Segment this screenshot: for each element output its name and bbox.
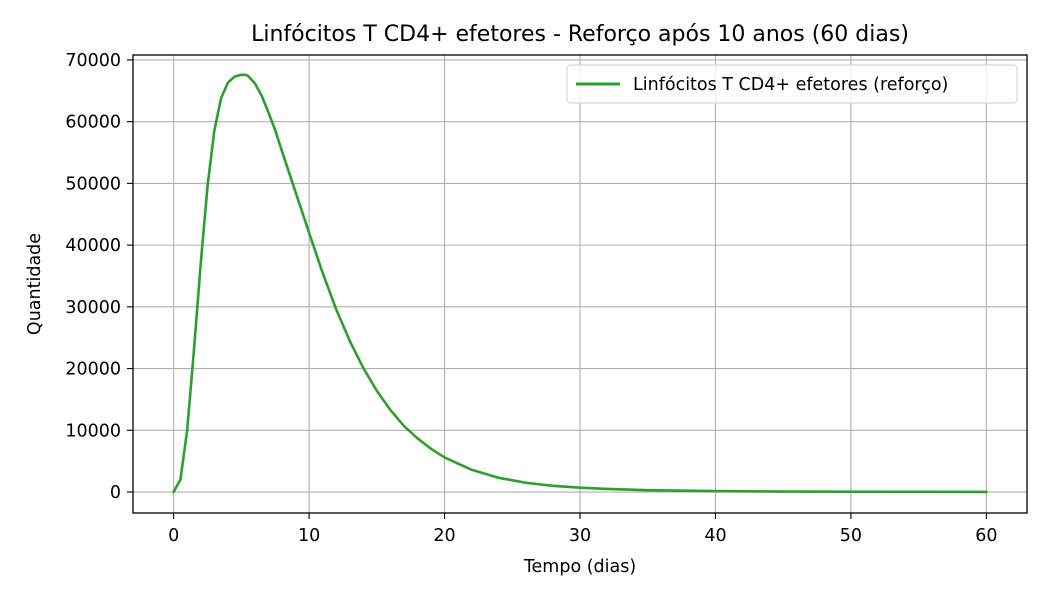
series-layer [172,73,988,494]
legend: Linfócitos T CD4+ efetores (reforço) [566,64,1018,104]
x-tick-label: 30 [569,526,591,546]
legend-box [566,64,1018,104]
y-tick-label: 20000 [65,360,121,380]
chart-title: Linfócitos T CD4+ efetores - Reforço apó… [251,22,909,47]
x-tick-label: 60 [975,526,997,546]
x-tick-label: 10 [298,526,320,546]
y-tick-label: 0 [110,483,121,503]
y-tick-label: 70000 [65,51,121,71]
y-axis-label: Quantidade [25,233,45,335]
x-axis-label: Tempo (dias) [523,557,636,577]
axis-ticks: 0 10 20 30 40 50 60 0 10000 20000 30000 40000 50000 6… [65,51,997,546]
legend-entry-label: Linfócitos T CD4+ efetores (reforço) [633,75,948,95]
y-tick-label: 40000 [65,236,121,256]
y-tick-label: 30000 [65,298,121,318]
series-line [172,73,988,494]
x-tick-label: 40 [704,526,726,546]
y-tick-label: 10000 [65,421,121,441]
y-tick-label: 50000 [65,174,121,194]
x-tick-label: 0 [168,526,179,546]
x-tick-label: 50 [840,526,862,546]
y-tick-label: 60000 [65,113,121,133]
x-tick-label: 20 [433,526,455,546]
grid [133,55,1027,513]
plot-area [132,54,1028,514]
